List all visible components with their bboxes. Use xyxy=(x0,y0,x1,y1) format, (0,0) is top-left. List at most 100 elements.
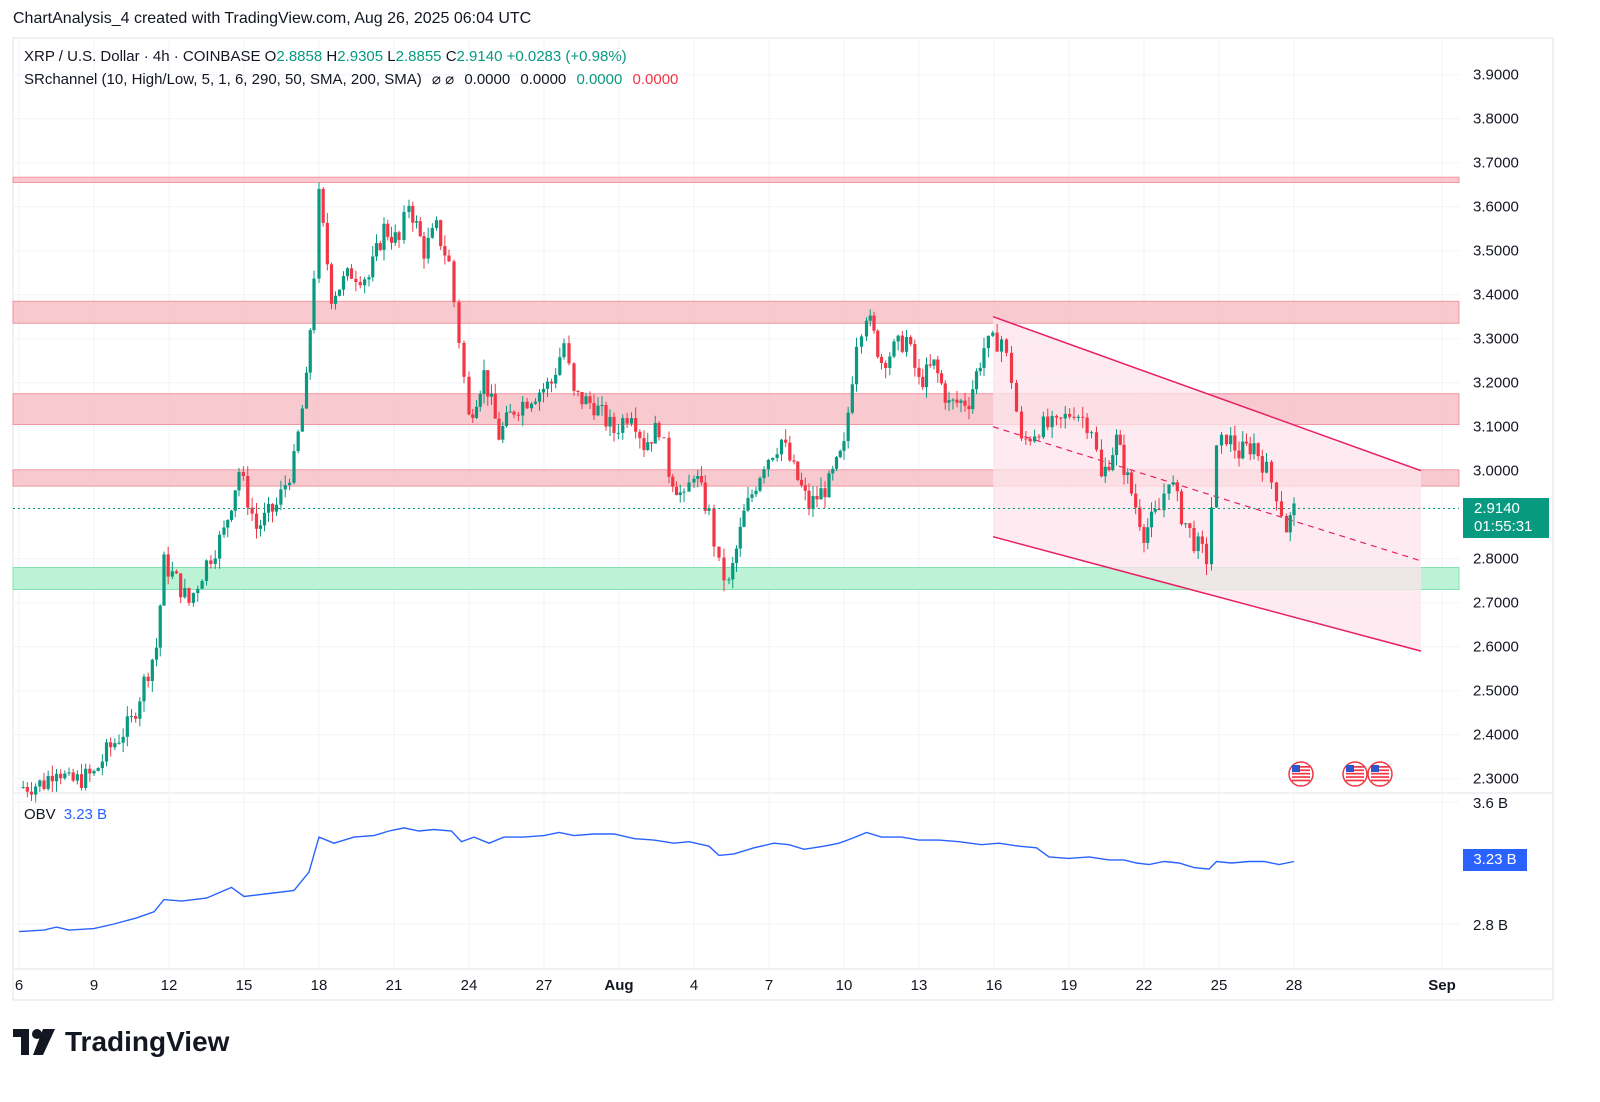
candle-body xyxy=(746,497,750,511)
candle-body xyxy=(183,588,187,598)
candle-body xyxy=(649,442,654,444)
time-tick-label: 21 xyxy=(386,977,403,994)
candle-body xyxy=(1233,435,1237,451)
us-flag-stripe xyxy=(1371,766,1389,768)
price-tick-label: 2.4000 xyxy=(1473,727,1519,744)
tradingview-logo[interactable]: TradingView xyxy=(13,1026,229,1058)
candle-body xyxy=(896,335,900,342)
us-flag-stripe xyxy=(1292,766,1310,768)
candle-body xyxy=(1142,527,1146,543)
candle-body xyxy=(1014,382,1019,412)
candle-body xyxy=(959,400,963,403)
candle-body xyxy=(823,488,827,498)
candle-body xyxy=(657,422,661,438)
candle-body xyxy=(742,510,746,527)
candle-body xyxy=(904,336,909,352)
candle-body xyxy=(616,432,620,434)
candle-body xyxy=(884,362,888,368)
candle-body xyxy=(100,761,104,769)
candle-body xyxy=(38,780,42,787)
candle-body xyxy=(1054,415,1059,418)
candle-body xyxy=(592,403,596,416)
candle-body xyxy=(682,491,686,493)
time-tick-label: 24 xyxy=(461,977,478,994)
candle-body xyxy=(222,527,226,535)
candle-body xyxy=(982,348,986,368)
candle-body xyxy=(671,476,675,487)
candle-body xyxy=(634,418,638,432)
candle-body xyxy=(1292,503,1296,516)
candle-body xyxy=(712,508,716,547)
price-tick-label: 3.8000 xyxy=(1473,111,1519,128)
last-price-tag: 2.9140 01:55:31 xyxy=(1463,498,1549,538)
time-tick-label: 13 xyxy=(911,977,928,994)
candle-body xyxy=(872,315,876,331)
candle-body xyxy=(386,223,390,237)
candle-body xyxy=(892,341,896,357)
close-value: 2.9140 xyxy=(456,48,503,65)
indicator-value-2: 0.0000 xyxy=(520,71,567,88)
us-flag-stripe xyxy=(1371,779,1389,782)
candle-body xyxy=(1214,445,1219,508)
candle-body xyxy=(1004,339,1009,353)
candle-body xyxy=(288,482,292,486)
candle-body xyxy=(638,431,642,439)
candle-body xyxy=(71,772,75,781)
candle-body xyxy=(393,232,397,243)
candle-body xyxy=(1129,472,1134,494)
candle-body xyxy=(545,381,550,389)
obv-label[interactable]: OBV xyxy=(24,806,56,823)
candle-body xyxy=(345,268,350,277)
price-tick-label: 3.0000 xyxy=(1473,463,1519,480)
candle-body xyxy=(608,416,612,427)
candle-body xyxy=(166,554,170,577)
obv-tick-label: 3.6 B xyxy=(1473,795,1508,812)
candle-body xyxy=(1028,438,1032,442)
indicator-value-4: 0.0000 xyxy=(632,71,679,88)
candle-body xyxy=(854,346,859,385)
candle-body xyxy=(738,526,742,549)
us-flag-event-icon xyxy=(1342,761,1368,787)
candle-body xyxy=(888,356,892,368)
price-tick-label: 3.3000 xyxy=(1473,331,1519,348)
candle-body xyxy=(246,476,250,508)
price-tick-label: 2.5000 xyxy=(1473,683,1519,700)
candle-body xyxy=(226,519,230,528)
candle-body xyxy=(811,495,815,510)
indicator-header: SRchannel (10, High/Low, 5, 1, 6, 290, 5… xyxy=(24,70,678,88)
candle-body xyxy=(834,457,839,469)
candle-body xyxy=(924,364,929,388)
candle-body xyxy=(411,205,415,223)
price-tick-label: 3.2000 xyxy=(1473,375,1519,392)
candle-body xyxy=(270,503,275,512)
candle-body xyxy=(508,411,512,413)
candle-body xyxy=(1072,416,1076,418)
candle-body xyxy=(104,742,109,762)
candle-body xyxy=(788,442,792,461)
candle-body xyxy=(1162,493,1166,511)
candle-body xyxy=(1033,436,1037,442)
candle-body xyxy=(734,548,739,564)
candle-body xyxy=(489,393,494,397)
candle-body xyxy=(382,223,386,250)
candle-body xyxy=(762,469,766,479)
candle-body xyxy=(562,343,566,358)
candle-body xyxy=(909,336,913,345)
brand-name: TradingView xyxy=(65,1026,230,1057)
candle-body xyxy=(1196,536,1200,552)
candle-body xyxy=(692,478,696,483)
candle-body xyxy=(1279,501,1284,516)
candle-body xyxy=(250,507,254,514)
candle-body xyxy=(604,405,608,427)
indicator-name[interactable]: SRchannel (10, High/Low, 5, 1, 6, 290, 5… xyxy=(24,71,422,88)
candle-body xyxy=(771,458,775,460)
candle-body xyxy=(963,400,967,406)
us-flag-stripe xyxy=(1371,772,1389,775)
candle-body xyxy=(913,344,917,368)
price-tick-label: 3.6000 xyxy=(1473,199,1519,216)
candle-body xyxy=(1260,456,1264,473)
candle-body xyxy=(292,451,296,483)
candle-body xyxy=(775,454,779,459)
candle-body xyxy=(864,320,869,337)
